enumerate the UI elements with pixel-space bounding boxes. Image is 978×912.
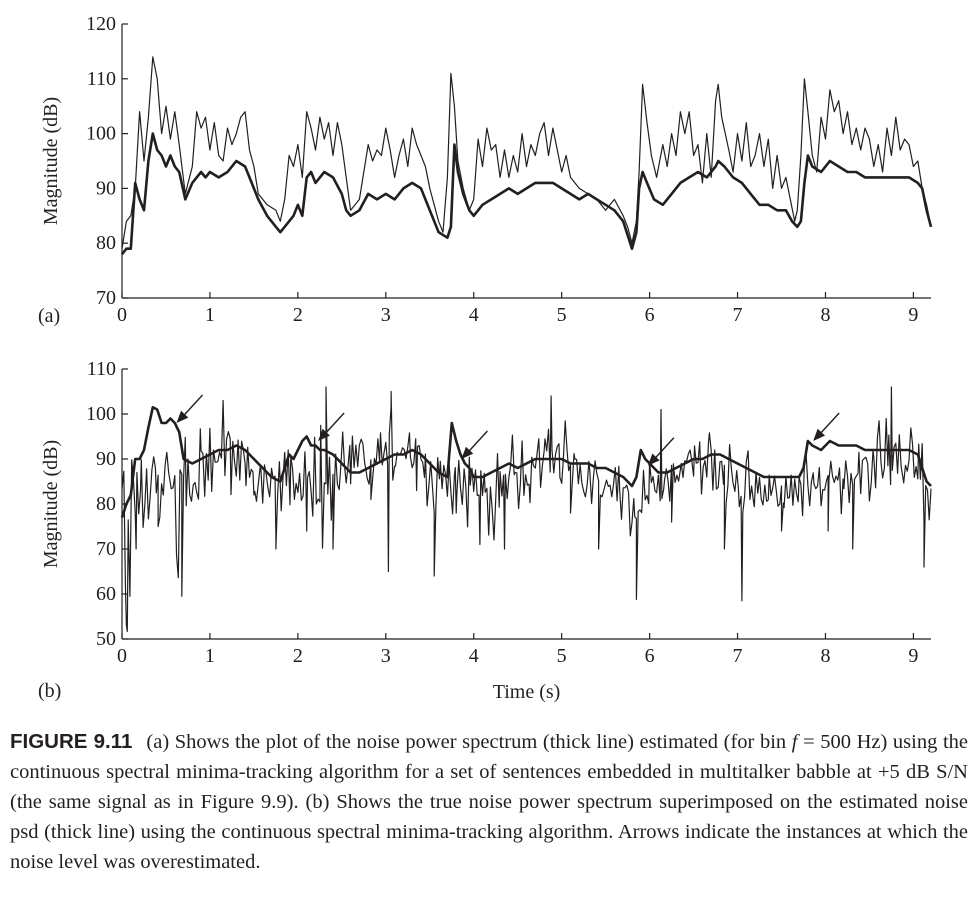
y-tick-label: 70	[96, 538, 116, 560]
x-tick-label: 6	[645, 645, 655, 667]
arrow-head	[813, 428, 825, 441]
series-line-thin	[121, 386, 932, 632]
panel-a-chart: 70 80 90 100 110 120 0 1 2 3 4 5 6 7 8 9 Magnitude (dB) (…	[38, 13, 933, 327]
x-tick-label: 7	[733, 304, 743, 326]
caption-text-2: = 500 Hz) using the continuous spectral …	[10, 731, 968, 873]
y-tick-label: 120	[86, 13, 116, 35]
x-tick-label: 2	[293, 304, 303, 326]
arrow-head	[318, 428, 330, 441]
y-tick-label: 100	[86, 123, 116, 145]
figure-caption: FIGURE 9.11 (a) Shows the plot of the noi…	[10, 727, 968, 877]
x-tick-label: 1	[205, 304, 215, 326]
y-tick-label: 70	[96, 287, 116, 309]
figure-label: FIGURE 9.11	[10, 730, 133, 753]
x-tick-label: 4	[469, 645, 479, 667]
x-tick-label: 2	[293, 645, 303, 667]
y-tick-label: 80	[96, 493, 116, 515]
x-axis-label: Time (s)	[493, 681, 561, 703]
x-tick-label: 3	[381, 304, 391, 326]
x-tick-label: 6	[645, 304, 655, 326]
y-tick-label: 60	[96, 583, 116, 605]
panel-label: (a)	[38, 305, 60, 327]
x-tick-label: 9	[908, 304, 918, 326]
x-tick-label: 8	[820, 645, 830, 667]
x-tick-label: 5	[557, 645, 567, 667]
series-line-thick	[120, 132, 933, 256]
x-tick-label: 0	[117, 304, 127, 326]
series-line-thick	[120, 406, 932, 518]
y-axis-label: Magnitude (dB)	[40, 440, 62, 568]
x-tick-label: 4	[469, 304, 479, 326]
x-tick-label: 5	[557, 304, 567, 326]
caption-text-1: (a) Shows the plot of the noise power sp…	[146, 731, 792, 753]
y-tick-label: 80	[96, 232, 116, 254]
x-tick-label: 0	[117, 645, 127, 667]
x-tick-label: 3	[381, 645, 391, 667]
arrow-head	[461, 446, 474, 459]
y-tick-label: 110	[87, 68, 116, 90]
series-line-thin	[121, 56, 932, 249]
y-tick-label: 90	[96, 448, 116, 470]
arrow-head	[647, 453, 660, 466]
x-tick-label: 7	[733, 645, 743, 667]
y-axis-label: Magnitude (dB)	[40, 97, 62, 225]
x-tick-label: 9	[908, 645, 918, 667]
y-tick-label: 50	[96, 628, 116, 650]
panel-b-chart: 50 60 70 80 90 100 110 0 1 2 3 4 5 6 7 8 9 Magnitude (dB)…	[38, 358, 932, 703]
y-tick-label: 110	[87, 358, 116, 380]
arrow-head	[176, 410, 189, 423]
caption-f-symbol: f	[791, 731, 798, 753]
y-tick-label: 90	[96, 177, 116, 199]
panel-label: (b)	[38, 680, 61, 702]
x-tick-label: 8	[820, 304, 830, 326]
y-tick-label: 100	[86, 403, 116, 425]
x-tick-label: 1	[205, 645, 215, 667]
